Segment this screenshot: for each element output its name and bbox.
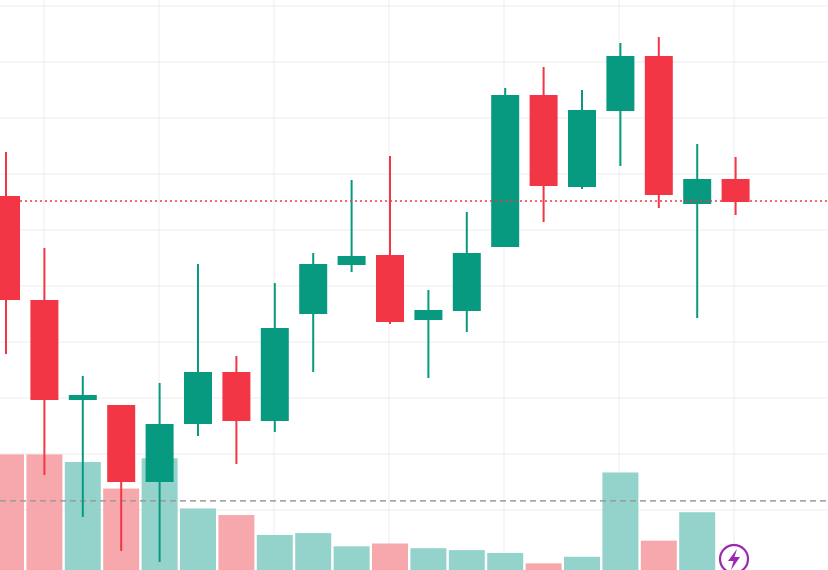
candle-body (606, 56, 635, 111)
volume-bar (410, 548, 447, 570)
volume-bar (602, 472, 639, 570)
candle-body (260, 328, 289, 421)
candle-body (683, 179, 712, 204)
candle-body (184, 372, 212, 424)
candle-body (452, 253, 481, 311)
candle-body (145, 424, 174, 482)
volume-bar (640, 540, 677, 570)
volume-bar (256, 534, 293, 570)
candle-body (299, 264, 328, 314)
candle-body (721, 179, 750, 202)
volume-bar (218, 515, 255, 570)
volume-bar (372, 543, 408, 570)
candle-body (376, 255, 404, 322)
lightning-bolt-shape[interactable] (728, 549, 740, 570)
candle-body (107, 405, 136, 482)
volume-bar (525, 563, 562, 570)
volume-bar (180, 508, 216, 570)
candle-body (68, 395, 97, 400)
volume-bar (487, 552, 524, 570)
volume-bar (295, 533, 332, 570)
candle-body (414, 310, 443, 320)
volume-bar (333, 546, 370, 570)
volume-bar (448, 550, 485, 570)
candle-body (568, 110, 596, 187)
candles (0, 37, 750, 562)
candle-body (0, 196, 20, 300)
candle-body (644, 56, 673, 195)
volume-bar (564, 556, 600, 570)
lightning-bolt-icon[interactable] (718, 543, 750, 570)
candle-body (30, 300, 59, 400)
candle-body (337, 256, 366, 265)
candle-body (222, 372, 251, 421)
candle-body (491, 95, 520, 247)
candle-body (529, 95, 558, 186)
volume-bar (0, 454, 24, 570)
volume-bar (679, 512, 716, 570)
